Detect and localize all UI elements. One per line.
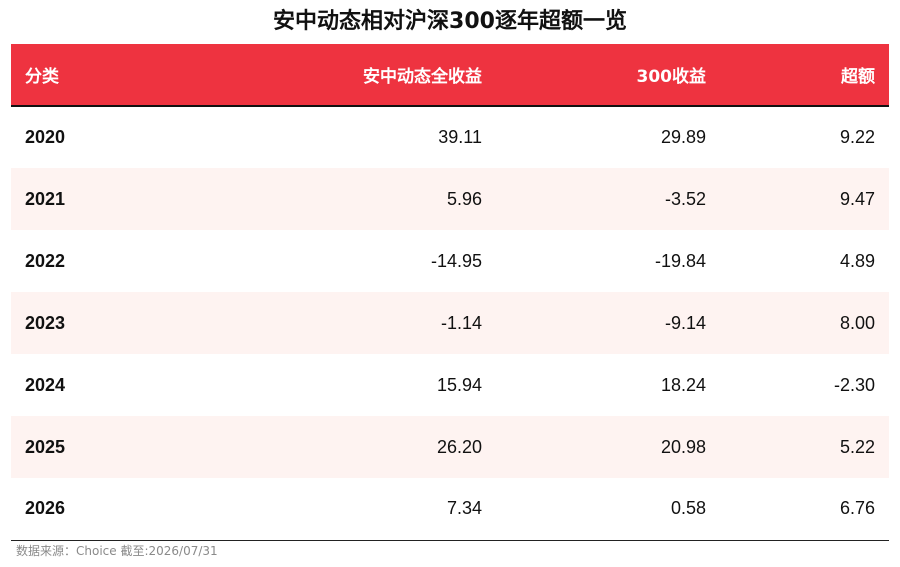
data-table: 分类 安中动态全收益 300收益 超额 2020 39.11 29.89 9.22 20… [11,44,889,541]
column-header-fund-return: 安中动态全收益 [363,67,482,87]
column-header-excess: 超额 [841,67,875,87]
excess-cell: 9.47 [839,188,875,209]
index-return-cell: 18.24 [660,374,706,395]
excess-cell: 9.22 [839,127,875,147]
excess-cell: 5.22 [839,436,875,457]
fund-return-cell: 39.11 [438,127,482,147]
fund-return-cell: 5.96 [446,188,482,209]
index-return-cell: 29.89 [660,127,706,147]
row-category-cell: 2025 [25,436,66,457]
table-row: 2022 -14.95 -19.84 4.89 [11,230,889,292]
row-category-cell: 2023 [25,312,66,333]
excess-cell: 6.76 [839,498,875,519]
fund-return-cell: -1.14 [440,312,482,333]
table-row: 2024 15.94 18.24 -2.30 [11,354,889,416]
row-category-cell: 2024 [25,374,66,395]
table-row: 2025 26.20 20.98 5.22 [11,416,889,478]
index-return-cell: -3.52 [664,188,706,209]
column-header-category: 分类 [25,67,59,87]
index-return-cell: 0.58 [670,498,706,519]
fund-return-cell: 7.34 [446,498,482,519]
source-note: 数据来源：Choice 截至:2026/07/31 [16,544,218,558]
fund-return-cell: -14.95 [430,250,482,271]
excess-cell: -2.30 [833,374,875,395]
fund-return-cell: 26.20 [436,436,482,457]
column-header-index-return: 300收益 [636,67,707,87]
index-return-cell: -9.14 [664,312,706,333]
table-header-row: 分类 安中动态全收益 300收益 超额 [11,44,889,106]
table-row: 2023 -1.14 -9.14 8.00 [11,292,889,354]
excess-cell: 4.89 [839,250,875,271]
table-row: 2026 7.34 0.58 6.76 [11,478,889,540]
index-return-cell: 20.98 [660,436,706,457]
table-body: 2020 39.11 29.89 9.22 2021 5.96 -3.52 9.47 2022 -… [11,106,889,540]
chart-title: 安中动态相对沪深300逐年超额一览 [273,9,627,34]
row-category-cell: 2026 [25,498,66,519]
row-category-cell: 2021 [25,188,66,209]
row-category-cell: 2020 [25,127,66,147]
table-row: 2020 39.11 29.89 9.22 [11,106,889,168]
table-row: 2021 5.96 -3.52 9.47 [11,168,889,230]
excess-cell: 8.00 [839,312,875,333]
row-category-cell: 2022 [25,250,66,271]
fund-return-cell: 15.94 [436,374,482,395]
index-return-cell: -19.84 [654,250,706,271]
